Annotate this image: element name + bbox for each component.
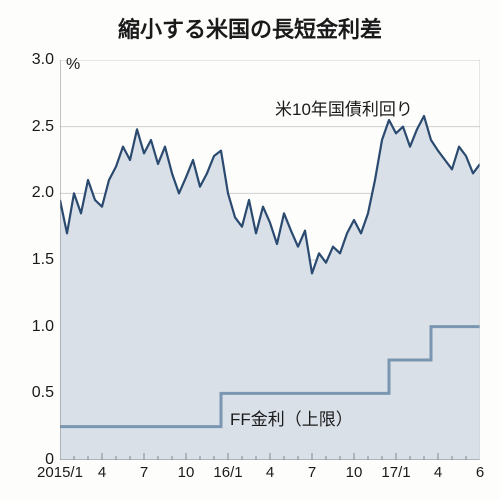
unit-label: % xyxy=(66,56,80,74)
y-tick-label: 3.0 xyxy=(14,51,54,69)
ff-series-label: FF金利（上限） xyxy=(230,405,353,430)
y-tick-label: 2.5 xyxy=(14,118,54,136)
treasury-series-label: 米10年国債利回り xyxy=(275,95,413,120)
y-tick-label: 0.5 xyxy=(14,384,54,402)
plot-area xyxy=(60,60,480,460)
x-tick-label: 6 xyxy=(450,464,500,481)
y-tick-label: 1.5 xyxy=(14,251,54,269)
y-tick-label: 1.0 xyxy=(14,318,54,336)
chart-title: 縮小する米国の長短金利差 xyxy=(0,12,500,44)
y-tick-label: 2.0 xyxy=(14,184,54,202)
chart-container: { "chart": { "type": "area+step", "title… xyxy=(0,0,500,500)
